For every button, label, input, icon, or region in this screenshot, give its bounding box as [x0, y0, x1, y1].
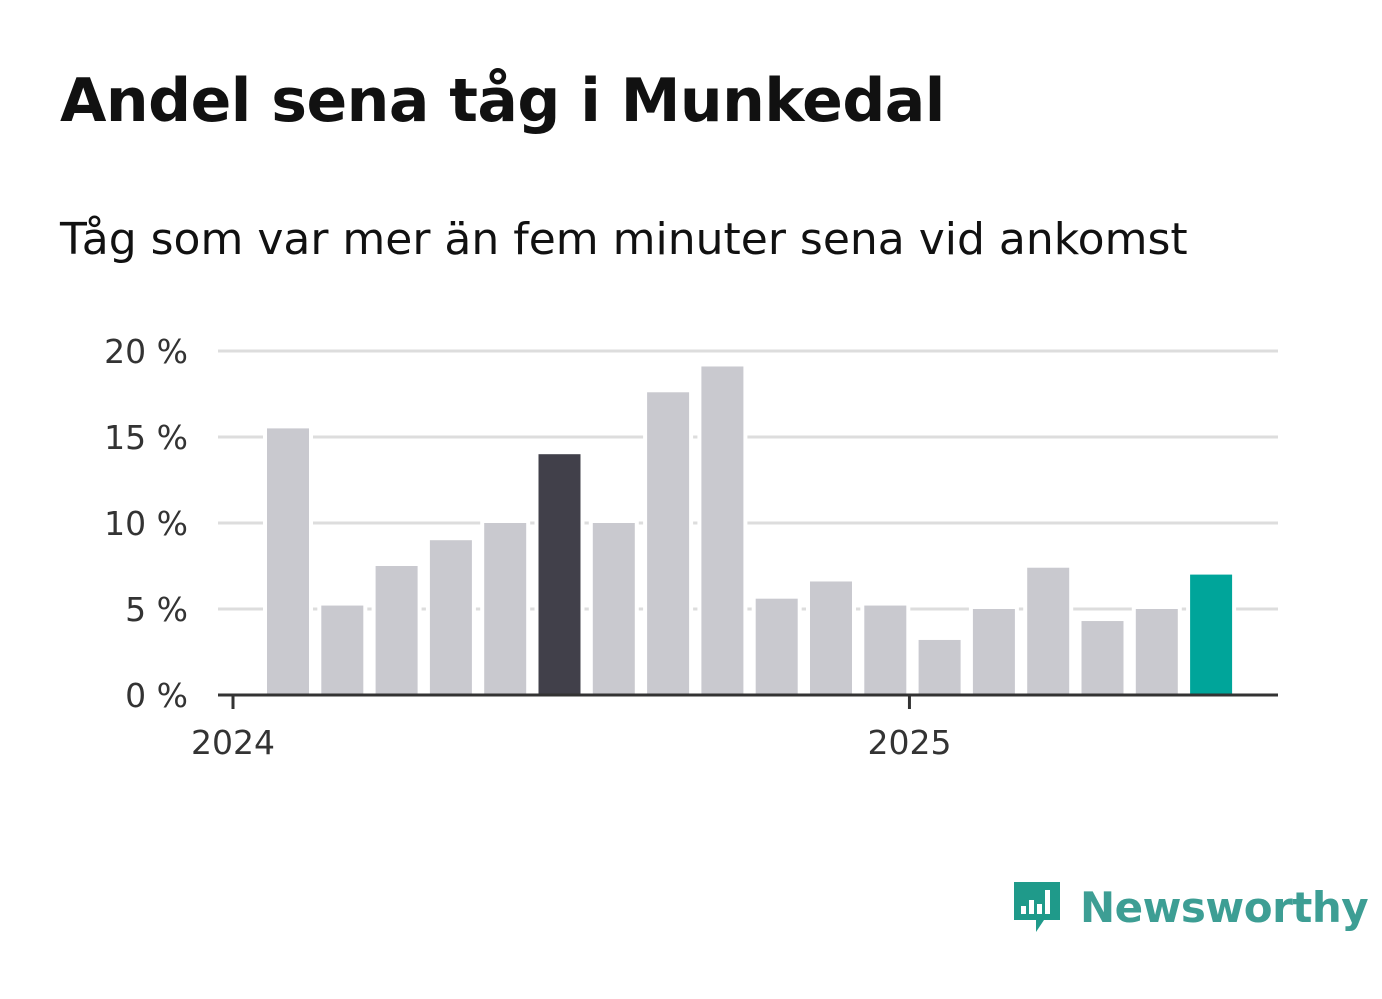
- brand-name: Newsworthy: [1080, 882, 1369, 932]
- bar-2025-02: [972, 609, 1015, 695]
- bar-2024-06: [538, 454, 581, 695]
- chart-subtitle: Tåg som var mer än fem minuter sena vid …: [60, 214, 1188, 265]
- y-tick-label: 0 %: [125, 676, 188, 715]
- bar-2025-04: [1081, 621, 1124, 695]
- y-tick-label: 5 %: [125, 590, 188, 629]
- bar-2024-07: [592, 523, 635, 695]
- x-tick-label: 2025: [867, 723, 951, 762]
- bar-2024-01: [267, 428, 309, 695]
- bar-chart-speech-bubble-icon: [1014, 882, 1060, 932]
- bars: [263, 364, 1237, 695]
- y-tick-label: 15 %: [104, 418, 188, 457]
- bar-2024-11: [810, 581, 852, 695]
- bar-2025-06: [1190, 574, 1233, 695]
- y-tick-label: 10 %: [104, 504, 188, 543]
- bar-2025-01: [918, 639, 961, 695]
- bar-2024-03: [375, 566, 418, 695]
- x-tick-label: 2024: [191, 723, 275, 762]
- chart-title: Andel sena tåg i Munkedal: [60, 66, 945, 136]
- bar-2024-08: [647, 392, 690, 695]
- y-tick-label: 20 %: [104, 332, 188, 371]
- bar-2024-09: [701, 366, 744, 695]
- bar-2024-02: [321, 605, 364, 695]
- bar-2024-12: [864, 605, 907, 695]
- newsworthy-logo: Newsworthy: [1010, 876, 1369, 938]
- axes: 0 % 5 % 10 % 15 % 20 % 2024 2025: [104, 332, 1278, 762]
- bar-2025-05: [1135, 609, 1178, 695]
- bar-2024-05: [484, 523, 527, 695]
- bar-2024-04: [429, 540, 472, 695]
- bar-2024-10: [755, 598, 798, 695]
- bar-2025-03: [1027, 567, 1070, 695]
